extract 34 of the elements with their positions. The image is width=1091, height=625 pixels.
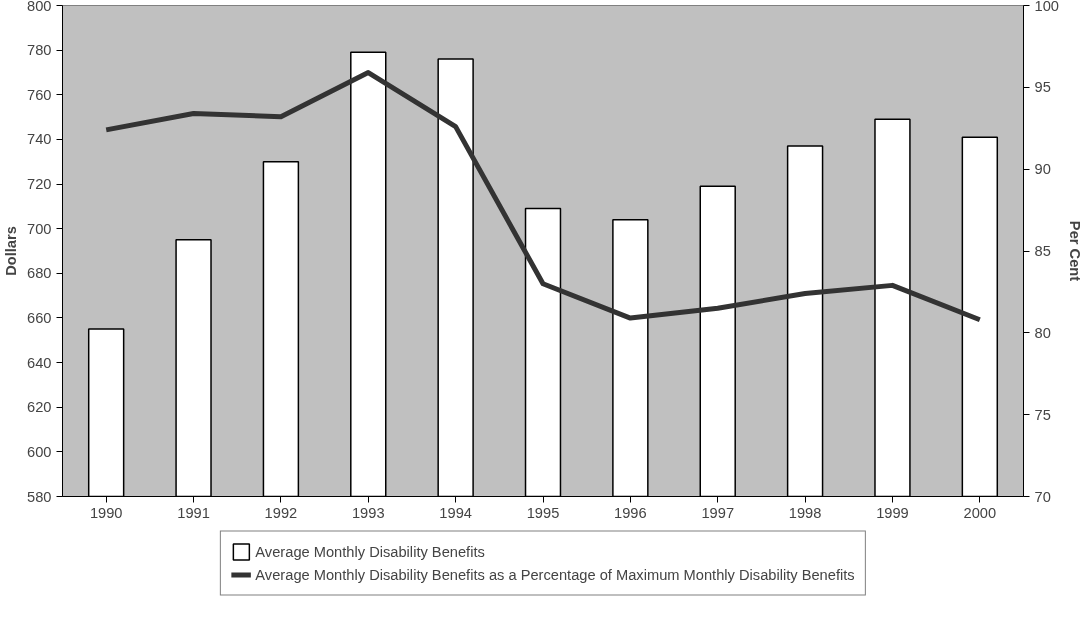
y2-tick-label: 100: [1034, 0, 1059, 14]
x-tick-label: 1993: [351, 504, 385, 521]
y-tick-label: 800: [27, 0, 52, 14]
y2-tick-label: 80: [1034, 324, 1051, 341]
y-tick-label: 700: [27, 220, 52, 237]
x-tick-label: 1990: [89, 504, 123, 521]
y-axis-title: Dollars: [3, 226, 20, 276]
x-tick-label: 1998: [788, 504, 822, 521]
y-tick-label: 620: [27, 399, 52, 416]
y-tick-label: 740: [27, 131, 52, 148]
x-tick-label: 1992: [264, 504, 298, 521]
x-tick-label: 2000: [963, 504, 997, 521]
y-tick-label: 580: [27, 488, 52, 505]
y-tick-label: 760: [27, 86, 52, 103]
legend-label: Average Monthly Disability Benefits as a Percentage of Maximum Monthly Disability Benefits: [255, 566, 855, 582]
y-tick-label: 600: [27, 443, 52, 460]
x-tick-label: 1997: [701, 504, 735, 521]
x-tick-label: 1994: [439, 504, 472, 521]
y-tick-label: 660: [27, 309, 52, 326]
legend-label: Average Monthly Disability Benefits: [255, 543, 485, 559]
x-tick-label: 1995: [526, 504, 560, 521]
y2-tick-label: 95: [1034, 79, 1051, 96]
y2-tick-label: 90: [1034, 161, 1051, 178]
y-tick-label: 680: [27, 265, 52, 282]
x-tick-label: 1999: [876, 504, 909, 521]
x-tick-label: 1996: [614, 504, 647, 521]
y2-tick-label: 70: [1034, 488, 1051, 505]
y-tick-label: 640: [27, 354, 52, 371]
y2-axis-title: Per Cent: [1066, 220, 1083, 282]
x-tick-label: 1991: [177, 504, 210, 521]
y2-tick-label: 85: [1034, 243, 1051, 259]
y-tick-label: 780: [27, 42, 52, 59]
y2-tick-label: 75: [1034, 406, 1051, 423]
y-tick-label: 720: [27, 176, 52, 193]
